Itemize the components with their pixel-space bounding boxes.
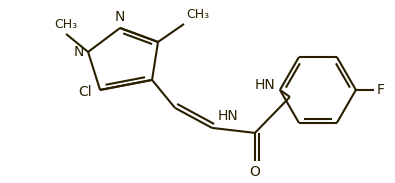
Text: F: F [377, 83, 385, 97]
Text: HN: HN [218, 109, 239, 123]
Text: CH₃: CH₃ [186, 8, 209, 21]
Text: Cl: Cl [79, 85, 92, 99]
Text: O: O [250, 165, 260, 179]
Text: CH₃: CH₃ [55, 18, 78, 31]
Text: N: N [115, 10, 125, 24]
Text: N: N [74, 45, 84, 59]
Text: HN: HN [254, 78, 275, 92]
